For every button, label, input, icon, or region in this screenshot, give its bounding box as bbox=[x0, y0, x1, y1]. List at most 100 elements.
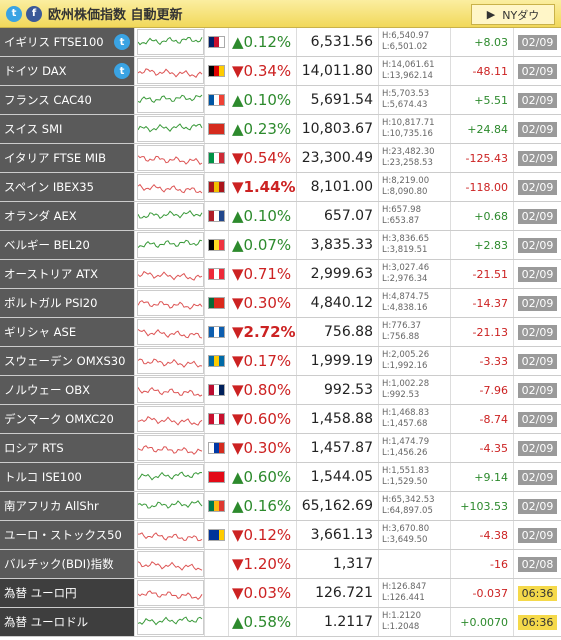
time-cell: 02/09 bbox=[514, 86, 561, 114]
sparkline bbox=[135, 86, 205, 114]
low: L:1.2048 bbox=[382, 622, 420, 632]
flag bbox=[205, 260, 229, 288]
flag bbox=[205, 86, 229, 114]
time: 02/09 bbox=[517, 382, 558, 398]
high: H:2,005.26 bbox=[382, 350, 430, 360]
time: 02/09 bbox=[517, 34, 558, 50]
high: H:1,474.79 bbox=[382, 437, 430, 447]
sparkline-svg bbox=[137, 348, 204, 374]
index-row: イタリア FTSE MIB ▼0.54% 23,300.49 H:23,482.30 L… bbox=[0, 144, 561, 173]
diff: +8.03 bbox=[451, 28, 514, 56]
time-cell: 02/09 bbox=[514, 260, 561, 288]
high-low: H:6,540.97 L:6,501.02 bbox=[379, 28, 451, 56]
sparkline-svg bbox=[137, 261, 204, 287]
time-cell: 02/09 bbox=[514, 405, 561, 433]
time-cell: 02/09 bbox=[514, 347, 561, 375]
sparkline-svg bbox=[137, 319, 204, 345]
index-name: トルコ ISE100 bbox=[0, 463, 135, 491]
flag bbox=[205, 405, 229, 433]
index-name: ノルウェー OBX bbox=[0, 376, 135, 404]
diff: -4.35 bbox=[451, 434, 514, 462]
low: L:6,501.02 bbox=[382, 42, 428, 52]
flag-icon bbox=[208, 442, 225, 454]
index-name: フランス CAC40 bbox=[0, 86, 135, 114]
sparkline-svg bbox=[137, 377, 204, 403]
flag bbox=[205, 173, 229, 201]
price: 8,101.00 bbox=[297, 173, 379, 201]
high-low: H:23,482.30 L:23,258.53 bbox=[379, 144, 451, 172]
index-row: ユーロ・ストックス50 ▼0.12% 3,661.13 H:3,670.80 L:3,6… bbox=[0, 521, 561, 550]
low: L:992.53 bbox=[382, 390, 420, 400]
sparkline bbox=[135, 579, 205, 607]
index-row: オランダ AEX ▲0.10% 657.07 H:657.98 L:653.87 +0.6… bbox=[0, 202, 561, 231]
change-percent: ▼0.17% bbox=[229, 347, 297, 375]
flag bbox=[205, 57, 229, 85]
index-row: ポルトガル PSI20 ▼0.30% 4,840.12 H:4,874.75 L:4,8… bbox=[0, 289, 561, 318]
sparkline bbox=[135, 463, 205, 491]
twitter-icon[interactable]: t bbox=[6, 5, 22, 22]
low: L:1,456.26 bbox=[382, 448, 428, 458]
time: 02/09 bbox=[517, 353, 558, 369]
time: 06:36 bbox=[517, 614, 558, 630]
sparkline-line bbox=[138, 445, 203, 455]
price: 126.721 bbox=[297, 579, 379, 607]
sparkline bbox=[135, 434, 205, 462]
high: H:5,703.53 bbox=[382, 89, 430, 99]
sparkline-svg bbox=[137, 29, 204, 55]
flag bbox=[205, 115, 229, 143]
change-percent: ▼1.20% bbox=[229, 550, 297, 578]
twitter-icon[interactable]: t bbox=[114, 63, 130, 79]
diff: -7.96 bbox=[451, 376, 514, 404]
time: 02/09 bbox=[517, 498, 558, 514]
facebook-icon[interactable]: f bbox=[26, 5, 42, 22]
time: 02/09 bbox=[517, 266, 558, 282]
flag bbox=[205, 289, 229, 317]
sparkline-svg bbox=[137, 145, 204, 171]
index-name: 為替 ユーロ円 bbox=[0, 579, 135, 607]
index-name: イタリア FTSE MIB bbox=[0, 144, 135, 172]
sparkline-svg bbox=[137, 435, 204, 461]
sparkline bbox=[135, 550, 205, 578]
index-name: イギリス FTSE100 t bbox=[0, 28, 135, 56]
high: H:65,342.53 bbox=[382, 495, 435, 505]
high: H:1.2120 bbox=[382, 611, 421, 621]
flag-icon bbox=[208, 65, 225, 77]
index-name: 南アフリカ AllShr bbox=[0, 492, 135, 520]
sparkline-line bbox=[138, 500, 203, 509]
high-low: H:4,874.75 L:4,838.16 bbox=[379, 289, 451, 317]
sparkline-line bbox=[138, 155, 203, 165]
time: 02/09 bbox=[517, 237, 558, 253]
high: H:3,027.46 bbox=[382, 263, 430, 273]
index-row: スウェーデン OMXS30 ▼0.17% 1,999.19 H:2,005.26 L:1… bbox=[0, 347, 561, 376]
flag bbox=[205, 492, 229, 520]
sparkline bbox=[135, 405, 205, 433]
flag bbox=[205, 579, 229, 607]
change-percent: ▼0.60% bbox=[229, 405, 297, 433]
sparkline-line bbox=[138, 68, 203, 79]
high-low: H:14,061.61 L:13,962.14 bbox=[379, 57, 451, 85]
high: H:1,468.83 bbox=[382, 408, 430, 418]
flag bbox=[205, 202, 229, 230]
high-low bbox=[379, 550, 451, 578]
diff: +24.84 bbox=[451, 115, 514, 143]
index-row: スイス SMI ▲0.23% 10,803.67 H:10,817.71 L:10,73… bbox=[0, 115, 561, 144]
low: L:13,962.14 bbox=[382, 71, 433, 81]
high: H:126.847 bbox=[382, 582, 427, 592]
high-low: H:2,005.26 L:1,992.16 bbox=[379, 347, 451, 375]
high-low: H:5,703.53 L:5,674.43 bbox=[379, 86, 451, 114]
time-cell: 02/09 bbox=[514, 115, 561, 143]
change-percent: ▲0.07% bbox=[229, 231, 297, 259]
sparkline bbox=[135, 28, 205, 56]
price: 65,162.69 bbox=[297, 492, 379, 520]
sparkline-svg bbox=[137, 609, 204, 635]
flag-icon bbox=[208, 268, 225, 280]
twitter-icon[interactable]: t bbox=[114, 34, 130, 50]
flag-icon bbox=[208, 326, 225, 338]
time-cell: 02/09 bbox=[514, 492, 561, 520]
index-row: 為替 ユーロ円 ▼0.03% 126.721 H:126.847 L:126.441 -0… bbox=[0, 579, 561, 608]
nav-button[interactable]: ▶ NYダウ bbox=[471, 4, 555, 25]
price: 4,840.12 bbox=[297, 289, 379, 317]
time: 02/09 bbox=[517, 63, 558, 79]
sparkline bbox=[135, 173, 205, 201]
low: L:1,992.16 bbox=[382, 361, 428, 371]
